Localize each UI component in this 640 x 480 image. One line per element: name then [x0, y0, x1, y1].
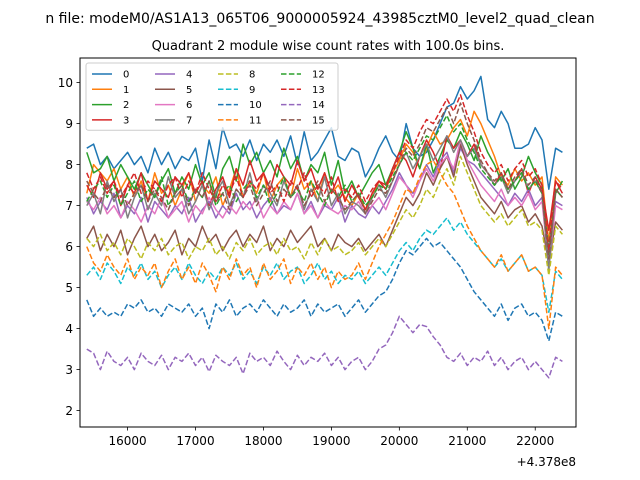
legend-label-1: 1	[123, 85, 129, 96]
y-tick-label: 10	[58, 76, 73, 90]
series-line-15	[86, 102, 563, 260]
x-tick-label: 22000	[516, 434, 554, 448]
x-tick-label: 21000	[448, 434, 486, 448]
legend-label-2: 2	[123, 100, 129, 111]
legend-label-12: 12	[312, 70, 325, 81]
legend-label-0: 0	[123, 70, 129, 81]
x-tick-label: 19000	[312, 434, 350, 448]
y-tick-label: 5	[65, 281, 73, 295]
legend-label-5: 5	[186, 85, 192, 96]
ticks-layer: 16000 17000 18000 19000 20000 21000 22000 2 3 4 5 6…	[58, 76, 555, 448]
x-tick-label: 16000	[108, 434, 146, 448]
legend-label-4: 4	[186, 70, 192, 81]
series-line-14	[86, 315, 563, 379]
legend-label-7: 7	[186, 115, 192, 126]
series-line-8	[86, 155, 563, 277]
legend-label-8: 8	[249, 70, 255, 81]
legend-label-3: 3	[123, 115, 129, 126]
series-line-5	[86, 143, 563, 264]
series-line-12	[86, 114, 563, 248]
series-line-7	[86, 135, 563, 272]
series-line-2	[86, 131, 564, 256]
x-offset-label: +4.378e8	[517, 455, 576, 469]
legend-label-9: 9	[249, 85, 255, 96]
x-tick-label: 18000	[244, 434, 282, 448]
legend-label-11: 11	[249, 115, 262, 126]
legend-label-6: 6	[186, 100, 192, 111]
chart-suptitle: n file: modeM0/AS1A13_065T06_9000005924_…	[45, 11, 594, 27]
chart-title: Quadrant 2 module wise count rates with …	[152, 39, 505, 54]
legend-box	[85, 62, 339, 131]
series-line-13	[86, 94, 563, 252]
series-layer	[86, 75, 564, 379]
x-tick-label: 17000	[176, 434, 214, 448]
legend-label-10: 10	[249, 100, 262, 111]
axes-frame	[79, 57, 577, 428]
legend-label-13: 13	[312, 85, 325, 96]
x-tick-label: 20000	[380, 434, 418, 448]
legend-label-14: 14	[312, 100, 325, 111]
y-tick-label: 2	[65, 404, 73, 418]
y-tick-label: 4	[65, 322, 73, 336]
series-line-11	[86, 159, 563, 330]
legend-label-15: 15	[312, 115, 325, 126]
series-line-10	[86, 237, 563, 342]
y-tick-label: 8	[65, 158, 73, 172]
y-tick-label: 9	[65, 117, 73, 131]
series-line-0	[86, 75, 563, 190]
y-tick-label: 6	[65, 240, 73, 254]
y-tick-label: 7	[65, 199, 73, 213]
y-tick-label: 3	[65, 363, 73, 377]
